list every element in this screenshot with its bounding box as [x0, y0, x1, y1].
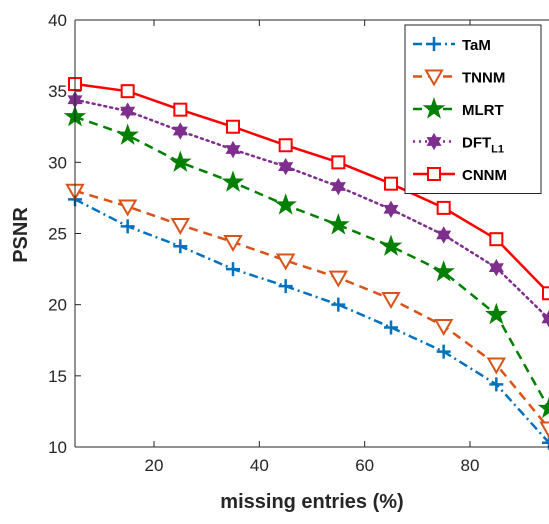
data-point-mlrt	[118, 125, 137, 143]
data-point-mlrt	[171, 152, 190, 170]
y-tick-label: 20	[48, 296, 67, 315]
data-point-tnnm	[383, 293, 399, 307]
data-point-mlrt	[381, 236, 400, 254]
series-line-tam	[75, 199, 549, 442]
y-tick-label: 30	[48, 153, 67, 172]
legend-marker-cnnm	[428, 168, 440, 180]
data-point-tam	[489, 377, 503, 391]
data-point-mlrt	[487, 305, 506, 323]
data-point-dft	[174, 124, 187, 139]
data-point-tam	[331, 298, 345, 312]
data-point-dft	[437, 227, 450, 242]
data-point-dft	[279, 159, 292, 174]
data-point-cnnm	[122, 85, 134, 97]
x-tick-label: 40	[250, 456, 269, 475]
x-axis-title: missing entries (%)	[220, 491, 403, 513]
data-point-mlrt	[223, 172, 242, 190]
legend-label-tam: TaM	[462, 37, 491, 54]
legend-label-tnnm: TNNM	[462, 70, 505, 87]
data-point-dft	[385, 202, 398, 217]
data-point-tnnm	[330, 272, 346, 286]
data-point-mlrt	[329, 215, 348, 233]
data-point-cnnm	[438, 202, 450, 214]
data-point-tam	[384, 320, 398, 334]
y-tick-label: 25	[48, 225, 67, 244]
data-point-tam	[121, 219, 135, 233]
data-point-tam	[437, 345, 451, 359]
data-point-tnnm	[436, 320, 452, 334]
y-tick-label: 15	[48, 367, 67, 386]
x-tick-label: 20	[145, 456, 164, 475]
y-tick-label: 10	[48, 438, 67, 457]
data-point-dft	[227, 142, 240, 157]
legend-label-cnnm: CNNM	[462, 167, 507, 184]
data-point-cnnm	[280, 139, 292, 151]
data-point-tnnm	[541, 422, 549, 436]
data-point-mlrt	[276, 195, 295, 213]
data-point-cnnm	[227, 121, 239, 133]
y-tick-label: 35	[48, 82, 67, 101]
data-point-tam	[173, 239, 187, 253]
data-point-mlrt	[539, 399, 549, 417]
data-point-tnnm	[172, 219, 188, 233]
x-tick-label: 60	[355, 456, 374, 475]
data-point-cnnm	[332, 156, 344, 168]
legend-label-mlrt: MLRT	[462, 102, 504, 119]
y-axis-title: PSNR	[10, 207, 32, 263]
data-point-cnnm	[490, 233, 502, 245]
x-tick-label: 80	[461, 456, 480, 475]
data-point-cnnm	[174, 104, 186, 116]
series-tnnm	[67, 185, 549, 437]
series-line-tnnm	[75, 191, 549, 429]
data-point-dft	[121, 104, 134, 119]
data-point-cnnm	[385, 178, 397, 190]
data-point-tam	[226, 262, 240, 276]
data-point-cnnm	[543, 287, 549, 299]
data-point-dft	[332, 179, 345, 194]
data-point-tam	[279, 279, 293, 293]
y-tick-label: 40	[48, 11, 67, 30]
series-tam	[68, 192, 549, 449]
